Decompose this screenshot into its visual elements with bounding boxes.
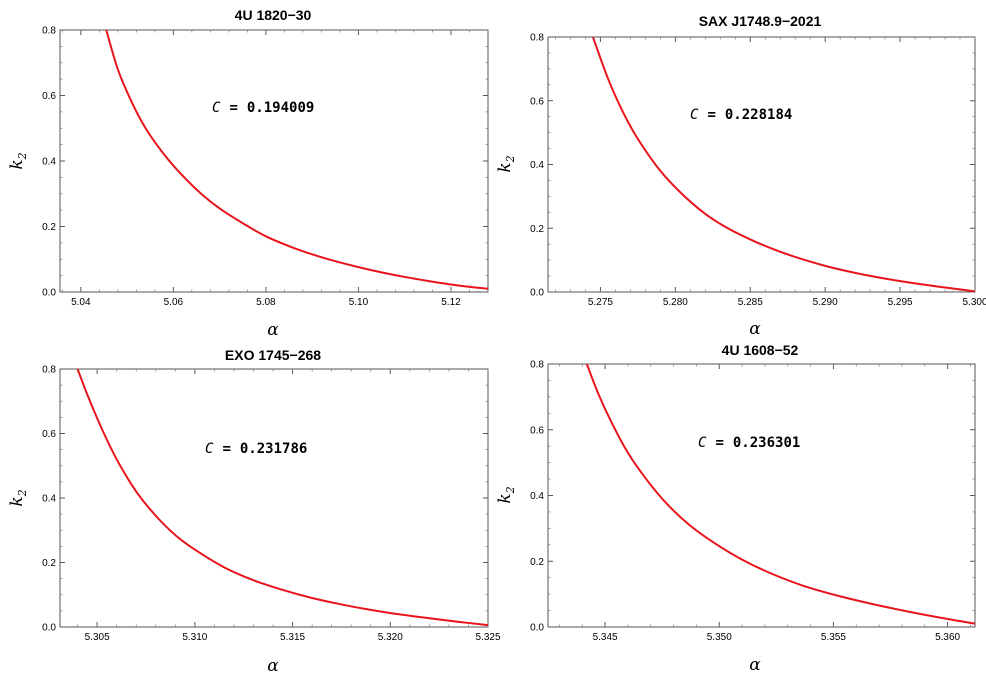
y-tick-label: 0.6: [42, 429, 56, 440]
y-axis-label-main: k: [7, 159, 27, 169]
y-tick-label: 0.4: [530, 160, 544, 171]
x-tick-label: 5.355: [821, 632, 846, 643]
parameter-annotation: C = 0.228184: [690, 107, 792, 123]
chart-title: SAX J1748.9−2021: [699, 13, 822, 29]
chart-panel-1: 4U 1820−30 5.04 5.06 5.08 5.10 5.12 0.0 0.2 0.4 0…: [7, 7, 489, 340]
x-tick-label: 5.290: [813, 297, 838, 308]
y-axis-label-subscript: 2: [16, 152, 29, 160]
y-tick-label: 0.6: [530, 425, 544, 436]
series-line-1: [592, 37, 975, 292]
x-axis-label: α: [267, 656, 279, 675]
x-tick-label: 5.325: [475, 632, 500, 643]
x-tick-label: 5.08: [256, 297, 276, 308]
series-line-1: [105, 30, 488, 290]
x-tick-label: 5.350: [707, 632, 732, 643]
x-tick-label: 5.295: [888, 297, 913, 308]
y-axis-label-subscript: 2: [504, 486, 517, 494]
y-tick-label: 0.8: [530, 360, 544, 371]
x-tick-label: 5.12: [441, 297, 461, 308]
annotation-value: 0.228184: [725, 107, 792, 123]
annotation-variable: C: [698, 435, 707, 451]
y-axis-label-subscript: 2: [504, 155, 517, 163]
x-tick-label: 5.06: [164, 297, 184, 308]
plot-frame: [547, 36, 976, 293]
plot-frame: [547, 363, 976, 628]
y-tick-label: 0.4: [530, 491, 544, 502]
y-tick-label: 0.8: [42, 365, 56, 376]
x-tick-label: 5.300: [962, 297, 986, 308]
y-tick-label: 0.4: [42, 157, 56, 168]
x-tick-label: 5.10: [349, 297, 369, 308]
x-tick-label: 5.04: [71, 297, 91, 308]
annotation-variable: C: [690, 107, 699, 123]
y-tick-label: 0.6: [42, 91, 56, 102]
plot-frame: [59, 368, 489, 628]
annotation-equals: =: [222, 441, 230, 457]
annotation-equals: =: [707, 107, 715, 123]
y-tick-label: 0.0: [530, 288, 544, 299]
y-tick-label: 0.8: [42, 26, 56, 37]
annotation-value: 0.236301: [733, 435, 800, 451]
y-axis-label: k2: [7, 152, 29, 169]
y-axis-label: k2: [495, 155, 517, 172]
x-tick-label: 5.310: [182, 632, 207, 643]
y-tick-label: 0.4: [42, 494, 56, 505]
parameter-annotation: C = 0.231786: [205, 441, 307, 457]
chart-panel-4: 4U 1608−52 5.345 5.350 5.355 5.360 0.0 0.2 0.4 0…: [495, 342, 976, 675]
parameter-annotation: C = 0.194009: [212, 100, 314, 116]
y-axis-label: k2: [495, 486, 517, 503]
x-axis-label: α: [749, 319, 761, 339]
y-tick-label: 0.2: [42, 222, 56, 233]
y-tick-label: 0.0: [42, 288, 56, 299]
y-axis-label-main: k: [7, 496, 27, 506]
plot-frame: [59, 29, 489, 293]
annotation-value: 0.231786: [240, 441, 307, 457]
y-tick-label: 0.2: [530, 224, 544, 235]
annotation-equals: =: [715, 435, 723, 451]
y-tick-label: 0.0: [530, 623, 544, 634]
y-axis-label-subscript: 2: [16, 489, 29, 497]
chart-panel-3: EXO 1745−268 5.305 5.310 5.315 5.320 5.325 0.0…: [7, 347, 501, 675]
x-axis-label: α: [267, 320, 279, 340]
x-tick-label: 5.320: [378, 632, 403, 643]
chart-title: 4U 1608−52: [722, 342, 799, 358]
y-axis-label-main: k: [495, 493, 515, 503]
x-tick-label: 5.280: [663, 297, 688, 308]
y-axis-label-main: k: [495, 162, 515, 172]
x-tick-label: 5.285: [738, 297, 763, 308]
chart-title: EXO 1745−268: [225, 347, 321, 363]
y-tick-label: 0.2: [42, 558, 56, 569]
x-axis-label: α: [749, 655, 761, 675]
x-tick-label: 5.345: [593, 632, 618, 643]
y-tick-label: 0.8: [530, 33, 544, 44]
annotation-equals: =: [229, 100, 237, 116]
y-tick-label: 0.2: [530, 557, 544, 568]
x-tick-label: 5.305: [85, 632, 110, 643]
annotation-value: 0.194009: [247, 100, 314, 116]
annotation-variable: C: [212, 100, 221, 116]
chart-title: 4U 1820−30: [235, 7, 312, 23]
x-tick-label: 5.315: [280, 632, 305, 643]
chart-panel-2: SAX J1748.9−2021 5.275 5.280 5.285 5.290 5.29…: [495, 13, 986, 339]
x-tick-label: 5.360: [935, 632, 960, 643]
parameter-annotation: C = 0.236301: [698, 435, 800, 451]
series-line-1: [76, 369, 488, 627]
y-tick-label: 0.6: [530, 96, 544, 107]
x-tick-label: 5.275: [588, 297, 613, 308]
y-tick-label: 0.0: [42, 623, 56, 634]
series-line-1: [585, 364, 975, 625]
y-axis-label: k2: [7, 489, 29, 506]
annotation-variable: C: [205, 441, 214, 457]
